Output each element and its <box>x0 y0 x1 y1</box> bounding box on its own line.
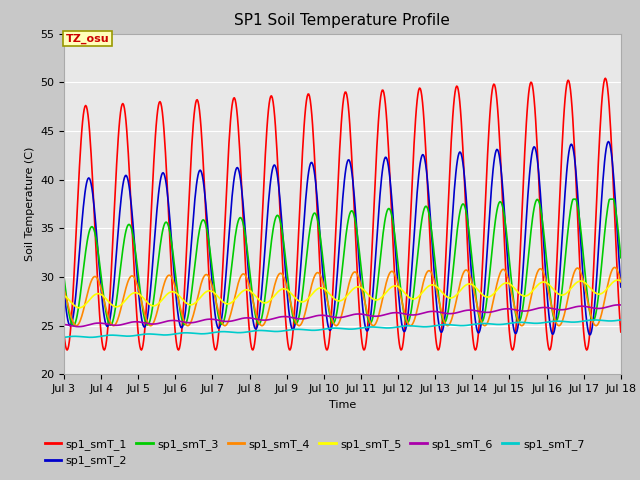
sp1_smT_2 <box>127 203 135 209</box>
sp1_smT_3 <box>60 274 68 280</box>
sp1_smT_3 <box>617 255 625 261</box>
sp1_smT_2 <box>426 214 434 219</box>
sp1_smT_6 <box>617 302 625 308</box>
sp1_smT_6 <box>614 302 622 308</box>
sp1_smT_7 <box>426 324 434 329</box>
sp1_smT_5 <box>76 305 83 311</box>
Title: SP1 Soil Temperature Profile: SP1 Soil Temperature Profile <box>234 13 451 28</box>
sp1_smT_1 <box>602 75 609 81</box>
sp1_smT_6 <box>428 309 435 314</box>
sp1_smT_7 <box>127 333 135 339</box>
sp1_smT_5 <box>428 282 435 288</box>
sp1_smT_2 <box>184 284 192 289</box>
sp1_smT_4 <box>214 305 221 311</box>
sp1_smT_1 <box>214 336 222 341</box>
sp1_smT_5 <box>70 302 78 308</box>
sp1_smT_3 <box>70 323 77 328</box>
sp1_smT_5 <box>411 296 419 302</box>
sp1_smT_5 <box>617 278 625 284</box>
sp1_smT_7 <box>60 335 68 340</box>
sp1_smT_1 <box>428 261 435 267</box>
sp1_smT_5 <box>214 294 222 300</box>
sp1_smT_7 <box>617 317 625 323</box>
sp1_smT_1 <box>60 331 68 337</box>
Line: sp1_smT_6: sp1_smT_6 <box>64 305 621 327</box>
sp1_smT_7 <box>70 334 78 339</box>
sp1_smT_2 <box>605 139 612 144</box>
sp1_smT_1 <box>185 202 193 208</box>
sp1_smT_6 <box>214 317 222 323</box>
sp1_smT_1 <box>63 347 71 353</box>
sp1_smT_4 <box>611 264 618 270</box>
sp1_smT_4 <box>127 273 135 279</box>
Line: sp1_smT_7: sp1_smT_7 <box>64 320 621 337</box>
Y-axis label: Soil Temperature (C): Soil Temperature (C) <box>24 147 35 261</box>
sp1_smT_3 <box>185 310 193 316</box>
sp1_smT_2 <box>617 284 625 290</box>
sp1_smT_7 <box>214 329 221 335</box>
Line: sp1_smT_2: sp1_smT_2 <box>64 142 621 335</box>
sp1_smT_4 <box>410 318 418 324</box>
sp1_smT_1 <box>128 226 136 232</box>
sp1_smT_3 <box>71 321 79 327</box>
sp1_smT_3 <box>428 224 435 229</box>
sp1_smT_4 <box>592 323 600 329</box>
sp1_smT_3 <box>411 279 419 285</box>
sp1_smT_4 <box>426 268 434 274</box>
sp1_smT_6 <box>70 324 78 329</box>
sp1_smT_5 <box>614 277 621 283</box>
Legend: sp1_smT_1, sp1_smT_2, sp1_smT_3, sp1_smT_4, sp1_smT_5, sp1_smT_6, sp1_smT_7: sp1_smT_1, sp1_smT_2, sp1_smT_3, sp1_smT… <box>40 434 589 471</box>
sp1_smT_2 <box>70 308 78 313</box>
sp1_smT_6 <box>128 319 136 325</box>
Text: TZ_osu: TZ_osu <box>66 34 109 44</box>
sp1_smT_4 <box>617 279 625 285</box>
sp1_smT_1 <box>71 256 79 262</box>
Line: sp1_smT_4: sp1_smT_4 <box>64 267 621 326</box>
sp1_smT_6 <box>185 320 193 325</box>
sp1_smT_5 <box>185 301 193 307</box>
Line: sp1_smT_1: sp1_smT_1 <box>64 78 621 350</box>
Line: sp1_smT_5: sp1_smT_5 <box>64 280 621 308</box>
sp1_smT_6 <box>411 312 419 318</box>
sp1_smT_6 <box>75 324 83 330</box>
sp1_smT_2 <box>586 332 594 338</box>
sp1_smT_3 <box>214 312 222 318</box>
sp1_smT_4 <box>184 323 192 329</box>
sp1_smT_1 <box>411 128 419 134</box>
X-axis label: Time: Time <box>329 400 356 409</box>
sp1_smT_2 <box>410 233 418 239</box>
sp1_smT_4 <box>60 287 68 292</box>
sp1_smT_7 <box>410 323 418 329</box>
sp1_smT_1 <box>617 329 625 335</box>
sp1_smT_2 <box>214 324 221 329</box>
sp1_smT_4 <box>70 321 78 327</box>
sp1_smT_3 <box>128 228 136 234</box>
sp1_smT_5 <box>128 291 136 297</box>
Line: sp1_smT_3: sp1_smT_3 <box>64 199 621 325</box>
sp1_smT_7 <box>184 330 192 336</box>
sp1_smT_6 <box>60 322 68 327</box>
sp1_smT_5 <box>60 293 68 299</box>
sp1_smT_2 <box>60 287 68 292</box>
sp1_smT_3 <box>570 196 577 202</box>
